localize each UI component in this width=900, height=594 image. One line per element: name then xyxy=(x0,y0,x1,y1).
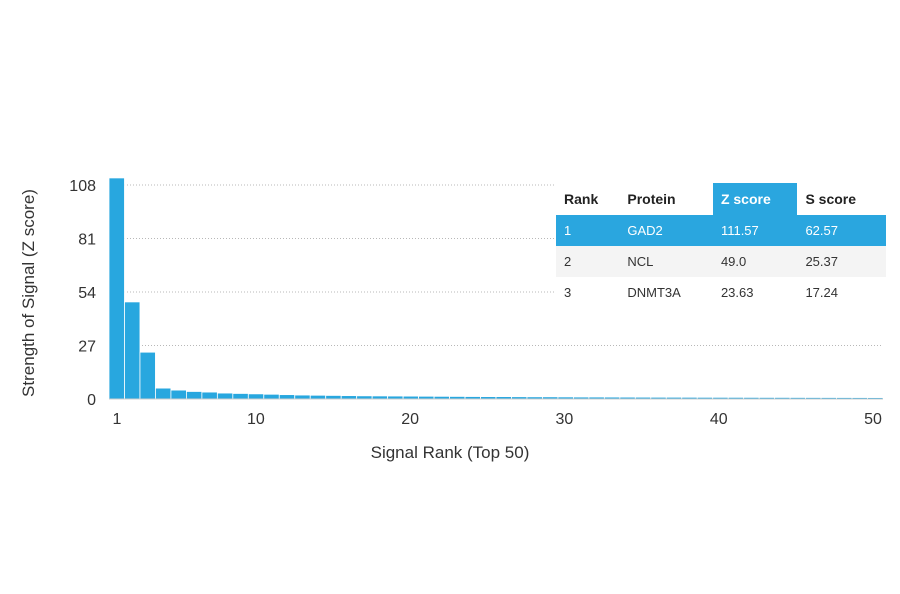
y-tick-label: 0 xyxy=(87,392,96,409)
bar-rank-3 xyxy=(139,351,156,400)
bar-rank-4 xyxy=(155,387,172,400)
x-tick-label: 1 xyxy=(113,411,122,428)
header-s-score[interactable]: S score xyxy=(797,183,886,215)
cell-z-score: 111.57 xyxy=(712,215,798,246)
bar-rank-6 xyxy=(185,391,203,400)
bar-rank-9 xyxy=(232,393,249,400)
y-tick-labels: 0 27 54 81 108 xyxy=(69,178,96,409)
table-row[interactable]: 3 DNMT3A 23.63 17.24 xyxy=(556,277,886,308)
y-tick-label: 81 xyxy=(78,232,96,249)
header-rank[interactable]: Rank xyxy=(556,183,620,215)
bar-rank-1 xyxy=(108,177,125,400)
cell-s-score: 17.24 xyxy=(797,277,886,308)
bar-rank-13 xyxy=(294,394,311,400)
bar-rank-2 xyxy=(124,301,141,400)
bar-rank-8 xyxy=(216,392,234,400)
cell-rank: 1 xyxy=(556,215,620,246)
cell-protein: GAD2 xyxy=(619,215,713,246)
x-tick-label: 30 xyxy=(556,411,574,428)
bar-rank-16 xyxy=(340,395,358,400)
y-tick-label: 54 xyxy=(78,285,96,302)
table-row[interactable]: 2 NCL 49.0 25.37 xyxy=(556,246,886,277)
header-z-score[interactable]: Z score xyxy=(712,183,798,215)
cell-z-score: 23.63 xyxy=(712,277,798,308)
bar-rank-10 xyxy=(247,393,265,400)
bar-rank-7 xyxy=(201,391,218,400)
y-tick-label: 27 xyxy=(78,339,96,356)
bar-rank-12 xyxy=(278,394,296,400)
header-protein[interactable]: Protein xyxy=(619,183,713,215)
bar-rank-14 xyxy=(309,394,327,400)
x-tick-label: 10 xyxy=(247,411,265,428)
bar-rank-5 xyxy=(170,389,187,400)
x-tick-label: 40 xyxy=(710,411,728,428)
cell-s-score: 62.57 xyxy=(797,215,886,246)
x-tick-labels: 1 10 20 30 40 50 xyxy=(113,411,882,428)
y-axis-title: Strength of Signal (Z score) xyxy=(19,189,38,397)
bar-rank-15 xyxy=(325,395,342,400)
x-tick-label: 50 xyxy=(864,411,882,428)
table-header-row: Rank Protein Z score S score xyxy=(556,183,886,215)
x-axis-title: Signal Rank (Top 50) xyxy=(371,443,530,462)
bar-rank-11 xyxy=(263,393,280,400)
top-proteins-table: Rank Protein Z score S score 1 GAD2 111.… xyxy=(556,183,886,308)
cell-protein: NCL xyxy=(619,246,713,277)
x-tick-label: 20 xyxy=(401,411,419,428)
cell-s-score: 25.37 xyxy=(797,246,886,277)
y-tick-label: 108 xyxy=(69,178,96,195)
cell-protein: DNMT3A xyxy=(619,277,713,308)
cell-z-score: 49.0 xyxy=(712,246,798,277)
cell-rank: 2 xyxy=(556,246,620,277)
cell-rank: 3 xyxy=(556,277,620,308)
table-row[interactable]: 1 GAD2 111.57 62.57 xyxy=(556,215,886,246)
